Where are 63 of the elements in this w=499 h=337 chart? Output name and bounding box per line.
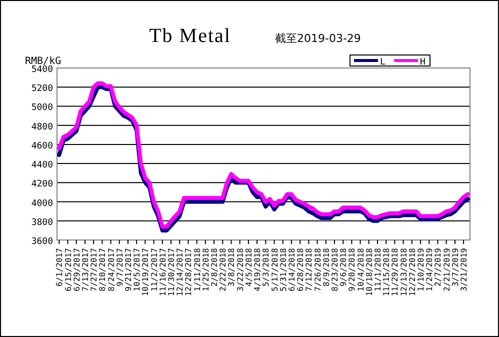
x-tick-label: 11/1/2018 [374,248,383,292]
x-tick-label: 11/29/2018 [390,248,400,296]
y-tick-label: 5200 [31,84,53,94]
x-tick-label: 8/9/2018 [322,248,331,287]
x-tick-label: 12/13/2018 [399,248,408,296]
x-tick-label: 3/7/2019 [450,248,460,287]
y-tick-label: 4400 [31,160,53,171]
chart-subtitle: 截至2019-03-29 [275,32,361,45]
y-tick-label: 4200 [31,180,53,190]
x-tick-label: 6/28/2018 [296,248,306,292]
y-tick-label: 5000 [31,103,53,114]
x-tick-label: 9/21/2017 [124,248,133,292]
x-tick-label: 2/7/2019 [434,248,443,287]
x-tick-label: 5/3/2018 [262,248,271,287]
x-tick-label: 7/26/2018 [313,248,322,292]
x-tick-label: 6/14/2018 [287,248,296,292]
x-tick-label: 7/27/2017 [90,248,99,292]
x-tick-label: 10/5/2017 [132,248,142,292]
x-tick-label: 9/7/2017 [115,248,124,287]
x-tick-label: 10/4/2018 [356,248,366,292]
x-tick-label: 1/25/2018 [201,248,210,292]
x-tick-label: 12/28/2017 [184,248,194,296]
x-tick-label: 2/21/2019 [442,248,452,292]
y-tick-label: 4600 [31,141,53,152]
x-tick-label: 4/19/2018 [253,248,262,292]
x-tick-label: 7/13/2017 [80,248,90,292]
x-tick-label: 2/22/2018 [218,248,228,292]
x-tick-label: 11/16/2017 [158,248,168,296]
x-tick-label: 9/6/2018 [339,248,348,287]
chart-title: Tb Metal [149,25,231,47]
x-tick-label: 8/23/2018 [330,248,340,292]
y-tick-label: 3800 [31,218,53,228]
x-tick-label: 3/22/2018 [236,248,245,292]
x-tick-label: 1/24/2019 [425,248,434,292]
x-tick-label: 5/31/2018 [278,248,288,292]
legend-label: L [380,58,386,68]
legend-label: H [420,58,426,68]
x-tick-label: 12/14/2017 [176,248,185,296]
x-tick-label: 1/11/2018 [192,248,202,292]
y-tick-label: 5400 [31,65,53,75]
x-tick-label: 3/8/2018 [227,248,236,287]
x-tick-label: 6/15/2017 [64,248,73,292]
y-tick-label: 3600 [31,237,53,247]
x-tick-label: 11/30/2017 [167,248,176,296]
x-tick-label: 10/19/2017 [141,248,150,296]
x-tick-label: 5/17/2018 [270,248,280,292]
y-axis-title: RMB/kG [25,56,62,67]
x-tick-label: 6/29/2017 [72,248,82,292]
y-tick-label: 4800 [31,122,53,132]
x-tick-label: 8/24/2017 [106,248,116,292]
x-tick-label: 2/8/2018 [210,248,220,287]
y-tick-label: 4000 [31,198,53,209]
x-tick-label: 9/20/2018 [348,248,357,292]
x-tick-label: 1/10/2019 [416,248,426,292]
x-tick-label: 4/5/2018 [244,248,254,287]
x-tick-label: 3/21/2019 [460,248,469,292]
x-tick-label: 7/12/2018 [304,248,314,292]
x-tick-label: 8/10/2017 [98,248,108,292]
x-tick-label: 6/1/2017 [55,248,64,287]
x-tick-label: 12/27/2018 [408,248,417,296]
x-tick-label: 11/2/2017 [150,248,159,292]
x-tick-label: 11/15/2018 [382,248,392,296]
x-tick-label: 10/18/2018 [364,248,374,296]
